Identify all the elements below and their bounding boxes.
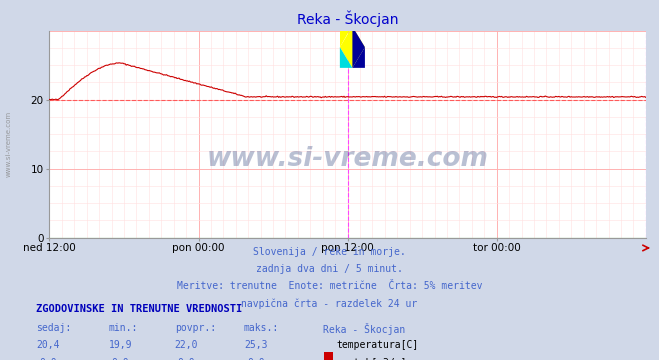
Text: maks.:: maks.:: [244, 323, 279, 333]
Text: povpr.:: povpr.:: [175, 323, 215, 333]
Text: www.si-vreme.com: www.si-vreme.com: [207, 146, 488, 172]
Text: zadnja dva dni / 5 minut.: zadnja dva dni / 5 minut.: [256, 264, 403, 274]
Text: 0,0: 0,0: [247, 358, 264, 360]
Text: 22,0: 22,0: [175, 340, 198, 350]
Text: 25,3: 25,3: [244, 340, 268, 350]
Polygon shape: [340, 26, 365, 68]
Text: Reka - Škocjan: Reka - Škocjan: [323, 323, 405, 335]
Text: www.si-vreme.com: www.si-vreme.com: [5, 111, 11, 177]
Text: sedaj:: sedaj:: [36, 323, 71, 333]
Text: 20,4: 20,4: [36, 340, 60, 350]
Text: Slovenija / reke in morje.: Slovenija / reke in morje.: [253, 247, 406, 257]
Text: temperatura[C]: temperatura[C]: [336, 340, 418, 350]
Text: Meritve: trenutne  Enote: metrične  Črta: 5% meritev: Meritve: trenutne Enote: metrične Črta: …: [177, 281, 482, 291]
Text: 0,0: 0,0: [178, 358, 195, 360]
Text: min.:: min.:: [109, 323, 138, 333]
Text: ZGODOVINSKE IN TRENUTNE VREDNOSTI: ZGODOVINSKE IN TRENUTNE VREDNOSTI: [36, 304, 243, 314]
Title: Reka - Škocjan: Reka - Škocjan: [297, 10, 399, 27]
Polygon shape: [353, 26, 365, 68]
Text: pretok[m3/s]: pretok[m3/s]: [336, 358, 407, 360]
Polygon shape: [340, 47, 353, 68]
Text: 0,0: 0,0: [112, 358, 129, 360]
Text: navpična črta - razdelek 24 ur: navpična črta - razdelek 24 ur: [241, 298, 418, 309]
Text: 19,9: 19,9: [109, 340, 132, 350]
Polygon shape: [353, 47, 365, 68]
Text: 0,0: 0,0: [40, 358, 57, 360]
Polygon shape: [340, 26, 353, 47]
